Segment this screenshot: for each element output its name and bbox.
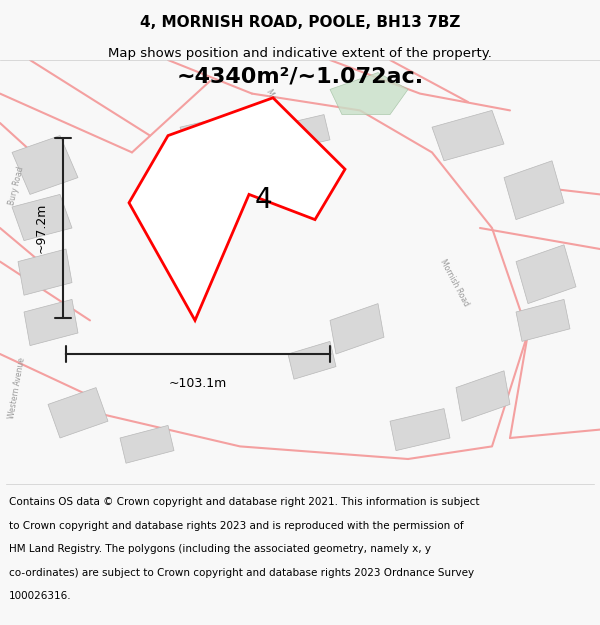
Polygon shape <box>456 371 510 421</box>
Polygon shape <box>330 304 384 354</box>
Text: HM Land Registry. The polygons (including the associated geometry, namely x, y: HM Land Registry. The polygons (includin… <box>9 544 431 554</box>
Text: Mornish Road: Mornish Road <box>438 258 470 308</box>
Text: Map shows position and indicative extent of the property.: Map shows position and indicative extent… <box>108 47 492 60</box>
Text: Bury Road: Bury Road <box>7 166 25 206</box>
Polygon shape <box>12 194 72 241</box>
Text: 100026316.: 100026316. <box>9 591 71 601</box>
Text: co-ordinates) are subject to Crown copyright and database rights 2023 Ordnance S: co-ordinates) are subject to Crown copyr… <box>9 568 474 578</box>
Polygon shape <box>12 136 78 194</box>
Text: Contains OS data © Crown copyright and database right 2021. This information is : Contains OS data © Crown copyright and d… <box>9 498 479 508</box>
Text: ~4340m²/~1.072ac.: ~4340m²/~1.072ac. <box>176 66 424 86</box>
Polygon shape <box>270 114 330 152</box>
Polygon shape <box>180 111 264 161</box>
Polygon shape <box>24 299 78 346</box>
Polygon shape <box>516 245 576 304</box>
Text: Western Avenue: Western Avenue <box>7 356 27 419</box>
Polygon shape <box>504 161 564 219</box>
Text: 4, MORNISH ROAD, POOLE, BH13 7BZ: 4, MORNISH ROAD, POOLE, BH13 7BZ <box>140 15 460 30</box>
Text: to Crown copyright and database rights 2023 and is reproduced with the permissio: to Crown copyright and database rights 2… <box>9 521 464 531</box>
Text: 4: 4 <box>254 186 272 214</box>
Polygon shape <box>48 388 108 438</box>
Text: Mornish Road: Mornish Road <box>264 88 296 138</box>
Polygon shape <box>390 409 450 451</box>
Polygon shape <box>120 426 174 463</box>
Polygon shape <box>432 111 504 161</box>
Polygon shape <box>288 341 336 379</box>
Polygon shape <box>330 72 408 114</box>
Polygon shape <box>18 249 72 295</box>
Text: ~97.2m: ~97.2m <box>35 202 48 253</box>
Polygon shape <box>516 299 570 341</box>
Text: ~103.1m: ~103.1m <box>169 377 227 390</box>
Polygon shape <box>129 98 345 321</box>
